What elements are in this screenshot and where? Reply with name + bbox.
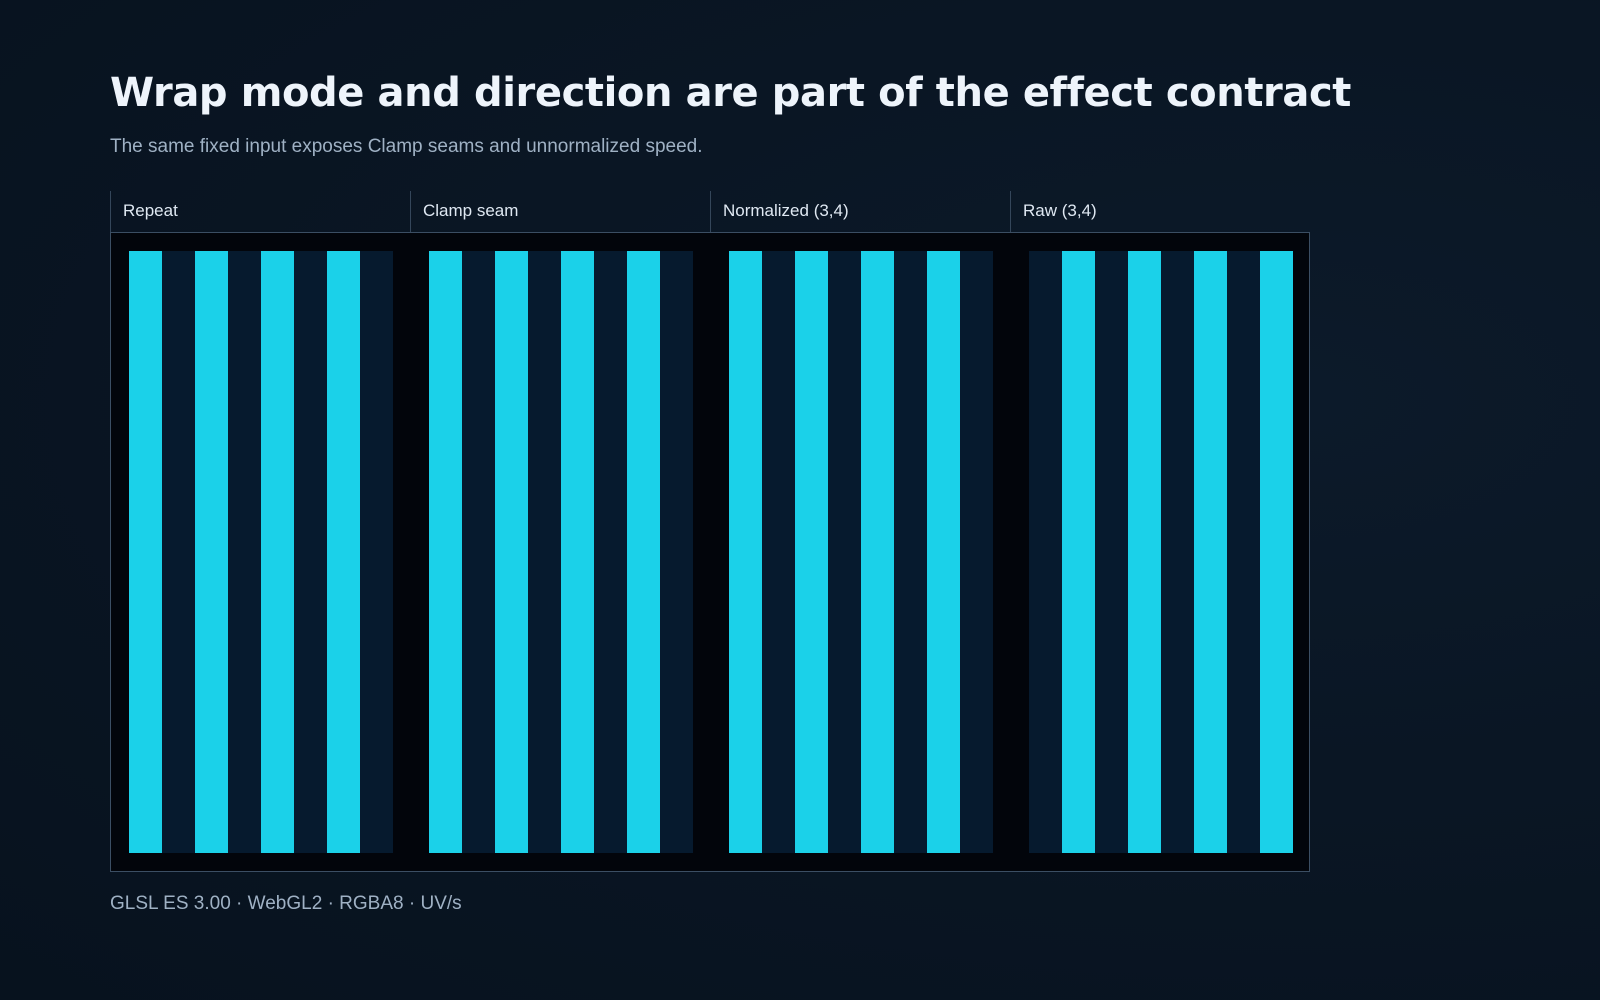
- stripe-bar: [729, 251, 762, 853]
- stripe-bar: [1128, 251, 1161, 853]
- stripe-bar: [327, 251, 360, 853]
- panel-label-clamp-seam: Clamp seam: [410, 191, 710, 232]
- stripe-bar: [561, 251, 594, 853]
- stripe-bar: [1194, 251, 1227, 853]
- stripe-bar: [429, 251, 462, 853]
- panel-header-row: Repeat Clamp seam Normalized (3,4) Raw (…: [110, 191, 1310, 232]
- stripe-bar: [1260, 251, 1293, 853]
- panel-label-repeat: Repeat: [110, 191, 410, 232]
- page-title: Wrap mode and direction are part of the …: [110, 70, 1351, 116]
- stripe-bar: [861, 251, 894, 853]
- stripe-bar: [795, 251, 828, 853]
- stripe-bar: [1062, 251, 1095, 853]
- stripe-bar: [195, 251, 228, 853]
- stripe-bar: [129, 251, 162, 853]
- panel-tile-1: [429, 251, 693, 853]
- tech-footer: GLSL ES 3.00 · WebGL2 · RGBA8 · UV/s: [110, 893, 462, 914]
- panel-label-raw: Raw (3,4): [1010, 191, 1310, 232]
- stripe-bar: [627, 251, 660, 853]
- stripe-bar: [261, 251, 294, 853]
- page-subtitle: The same fixed input exposes Clamp seams…: [110, 136, 703, 157]
- stripe-bar: [927, 251, 960, 853]
- stripe-render-canvas: [129, 251, 1293, 853]
- panel-tile-3: [1029, 251, 1293, 853]
- panel-label-normalized: Normalized (3,4): [710, 191, 1010, 232]
- render-output-frame: [110, 232, 1310, 872]
- panel-tile-0: [129, 251, 393, 853]
- panel-tile-2: [729, 251, 993, 853]
- stripe-bar: [495, 251, 528, 853]
